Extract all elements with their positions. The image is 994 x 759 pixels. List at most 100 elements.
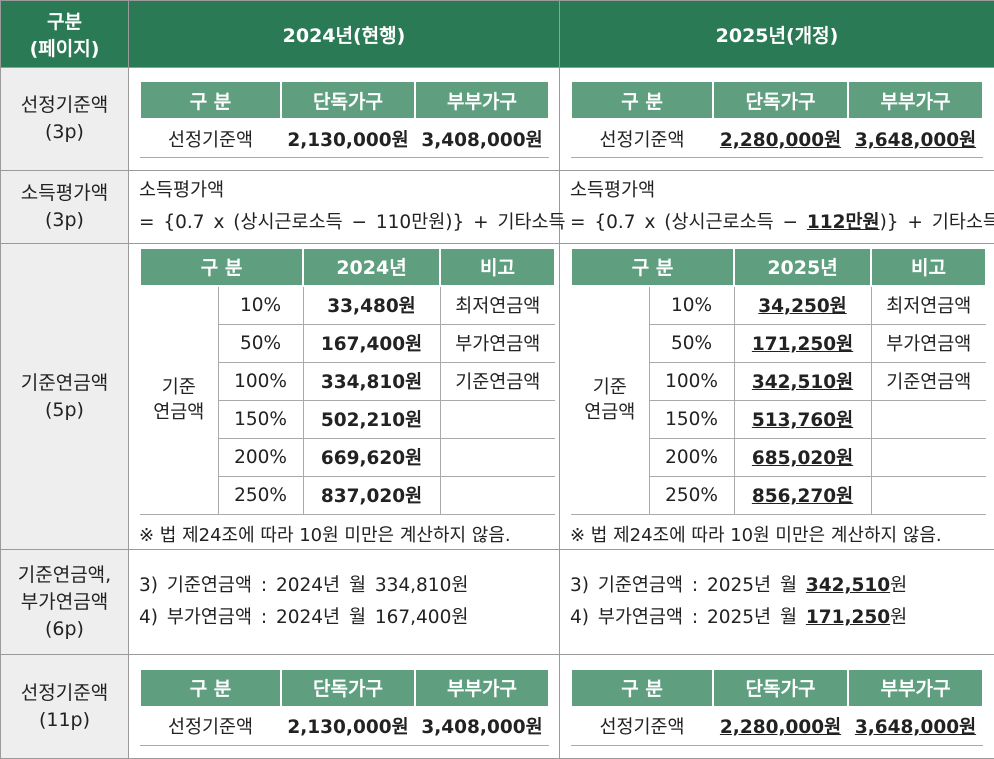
inner-header-cell: 단독가구 bbox=[713, 669, 848, 707]
text-line: 4) 부가연금액 : 2024년 월 167,400원 bbox=[139, 602, 549, 634]
formula-part: )} + 기타소득 bbox=[880, 212, 994, 233]
percent-cell: 150% bbox=[218, 400, 303, 438]
amount-cell: 171,250원 bbox=[734, 324, 871, 362]
group-label: 연금액 bbox=[141, 400, 217, 425]
amount-cell: 334,810원 bbox=[303, 362, 440, 400]
text-part: 3) 기준연금액 : 2024년 월 334,810원 bbox=[139, 575, 468, 596]
percent-cell: 50% bbox=[649, 324, 734, 362]
inner-cell: 선정기준액 bbox=[140, 119, 281, 158]
row-label: 기준연금액(5p) bbox=[1, 244, 129, 550]
row: 소득평가액(3p)소득평가액= {0.7 x (상시근로소득 − 110만원)}… bbox=[1, 171, 994, 244]
formula-title: 소득평가액 bbox=[139, 175, 549, 207]
header-label: (페이지) bbox=[1, 34, 128, 61]
inner-header-cell: 구 분 bbox=[140, 248, 303, 286]
inner-header-cell: 단독가구 bbox=[281, 669, 415, 707]
current-cell: 소득평가액= {0.7 x (상시근로소득 − 110만원)} + 기타소득 bbox=[129, 171, 560, 244]
percent-cell: 10% bbox=[218, 286, 303, 325]
inner-cell: 2,280,000원 bbox=[713, 119, 848, 158]
remark-cell bbox=[871, 400, 986, 438]
inner-header-cell: 비고 bbox=[871, 248, 986, 286]
group-label: 연금액 bbox=[572, 400, 648, 425]
formula-title: 소득평가액 bbox=[570, 175, 984, 207]
text-part: 342,510 bbox=[806, 575, 890, 596]
text-part: 4) 부가연금액 : 2024년 월 167,400원 bbox=[139, 607, 468, 628]
inner-cell: 2,280,000원 bbox=[713, 707, 848, 746]
revised-cell: 소득평가액= {0.7 x (상시근로소득 − 112만원)} + 기타소득 bbox=[560, 171, 994, 244]
amount-cell: 33,480원 bbox=[303, 286, 440, 325]
amount-cell: 513,760원 bbox=[734, 400, 871, 438]
inner-cell: 3,648,000원 bbox=[848, 119, 983, 158]
text-part: 4) 부가연금액 : 2025년 월 bbox=[570, 607, 806, 628]
header-cell: 구분(페이지) bbox=[1, 1, 129, 68]
amount-cell: 685,020원 bbox=[734, 438, 871, 476]
remark-cell: 최저연금액 bbox=[440, 286, 555, 325]
row-label-line: 부가연금액 bbox=[1, 589, 128, 616]
text-part: 3) 기준연금액 : 2025년 월 bbox=[570, 575, 806, 596]
remark-cell: 부가연금액 bbox=[440, 324, 555, 362]
inner-header-cell: 단독가구 bbox=[713, 81, 848, 119]
remark-cell bbox=[440, 438, 555, 476]
amount-cell: 34,250원 bbox=[734, 286, 871, 325]
percent-cell: 100% bbox=[218, 362, 303, 400]
percent-cell: 200% bbox=[218, 438, 303, 476]
inner-header-cell: 부부가구 bbox=[848, 81, 983, 119]
row-label-line: (6p) bbox=[1, 616, 128, 643]
row-label: 선정기준액(11p) bbox=[1, 655, 129, 759]
inner-header-cell: 구 분 bbox=[140, 81, 281, 119]
formula: = {0.7 x (상시근로소득 − 112만원)} + 기타소득 bbox=[570, 207, 984, 239]
row-label-line: 선정기준액 bbox=[1, 92, 128, 119]
current-cell: 3) 기준연금액 : 2024년 월 334,810원 4) 부가연금액 : 20… bbox=[129, 550, 560, 655]
header-cell: 2024년(현행) bbox=[129, 1, 560, 68]
text-part: 원 bbox=[890, 607, 907, 628]
header-label: 구분 bbox=[1, 7, 128, 34]
remark-cell bbox=[440, 476, 555, 514]
row-label-line: 기준연금액, bbox=[1, 562, 128, 589]
inner-cell: 2,130,000원 bbox=[281, 707, 415, 746]
inner-cell: 3,408,000원 bbox=[415, 707, 549, 746]
note: ※ 법 제24조에 따라 10원 미만은 계산하지 않음. bbox=[139, 521, 549, 547]
row-label-line: (5p) bbox=[1, 397, 128, 424]
remark-cell bbox=[871, 438, 986, 476]
inner-cell: 3,408,000원 bbox=[415, 119, 549, 158]
row-label-line: 선정기준액 bbox=[1, 680, 128, 707]
inner-header-cell: 구 분 bbox=[571, 248, 734, 286]
remark-cell: 부가연금액 bbox=[871, 324, 986, 362]
inner-header-cell: 부부가구 bbox=[415, 81, 549, 119]
header-cell: 2025년(개정) bbox=[560, 1, 994, 68]
row: 기준연금액,부가연금액(6p)3) 기준연금액 : 2024년 월 334,81… bbox=[1, 550, 994, 655]
inner-header-cell: 구 분 bbox=[140, 669, 281, 707]
amount-cell: 837,020원 bbox=[303, 476, 440, 514]
percent-cell: 50% bbox=[218, 324, 303, 362]
remark-cell bbox=[871, 476, 986, 514]
percent-cell: 250% bbox=[649, 476, 734, 514]
inner-header-cell: 비고 bbox=[440, 248, 555, 286]
inner-header-cell: 부부가구 bbox=[415, 669, 549, 707]
percent-cell: 100% bbox=[649, 362, 734, 400]
inner-cell: 선정기준액 bbox=[140, 707, 281, 746]
text-part: 원 bbox=[890, 575, 907, 596]
amount-cell: 342,510원 bbox=[734, 362, 871, 400]
text-line: 4) 부가연금액 : 2025년 월 171,250원 bbox=[570, 602, 984, 634]
inner-cell: 3,648,000원 bbox=[848, 707, 983, 746]
